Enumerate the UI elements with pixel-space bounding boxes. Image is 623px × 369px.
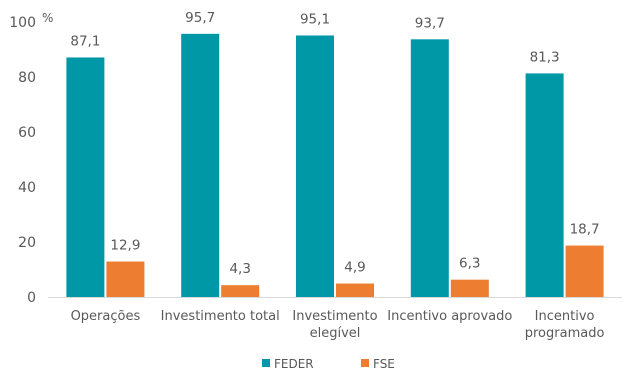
data-label-fse-2: 4,9 <box>344 260 365 276</box>
legend-label-feder: FEDER <box>274 357 314 369</box>
x-category-label-2-1: elegível <box>310 326 361 341</box>
data-label-fse-4: 18,7 <box>570 222 600 238</box>
y-tick-label-0: 0 <box>27 290 36 306</box>
bars: 87,1 95,7 95,1 93,7 81,3 12,9 4,3 4,9 6,3 18,7 <box>66 10 604 297</box>
y-tick-label-1: 20 <box>18 235 36 251</box>
y-tick-label-2: 40 <box>18 180 36 196</box>
data-label-feder-4: 81,3 <box>530 49 560 65</box>
x-category-label-1-0: Investimento total <box>161 309 280 324</box>
bar-feder-0 <box>66 57 105 297</box>
bar-feder-2 <box>296 35 334 297</box>
bar-fse-0 <box>106 261 145 297</box>
y-tick-label-5: 100 <box>9 15 36 31</box>
bar-fse-2 <box>336 283 374 297</box>
data-label-fse-3: 6,3 <box>459 256 480 272</box>
data-label-feder-2: 95,1 <box>300 11 330 27</box>
bar-fse-4 <box>565 245 604 297</box>
y-tick-label-3: 60 <box>18 125 36 141</box>
y-axis-unit-label: % <box>42 11 53 25</box>
x-category-label-4-0: Incentivo <box>535 309 595 324</box>
data-label-fse-0: 12,9 <box>110 238 140 254</box>
legend-label-fse: FSE <box>373 357 395 369</box>
data-label-feder-1: 95,7 <box>185 10 215 26</box>
legend-swatch-fse <box>361 359 369 367</box>
bar-feder-1 <box>181 33 220 297</box>
data-label-feder-0: 87,1 <box>70 33 100 49</box>
x-category-label-3-0: Incentivo aprovado <box>387 309 512 324</box>
bar-fse-3 <box>450 279 489 297</box>
y-axis: 0 20 40 60 80 100 <box>9 15 36 306</box>
x-category-label-0-0: Operações <box>71 309 141 324</box>
data-label-fse-1: 4,3 <box>229 261 250 277</box>
legend-swatch-feder <box>262 359 270 367</box>
x-category-label-2-0: Investimento <box>292 309 377 324</box>
bar-feder-3 <box>410 39 449 297</box>
bar-feder-4 <box>525 73 564 297</box>
x-axis-categories: Operações Investimento total Investimento e… <box>71 309 605 341</box>
bar-fse-1 <box>221 285 260 297</box>
data-label-feder-3: 93,7 <box>415 15 445 31</box>
legend: FEDER FSE <box>262 357 395 369</box>
x-category-label-4-1: programado <box>525 326 605 341</box>
y-tick-label-4: 80 <box>18 70 36 86</box>
